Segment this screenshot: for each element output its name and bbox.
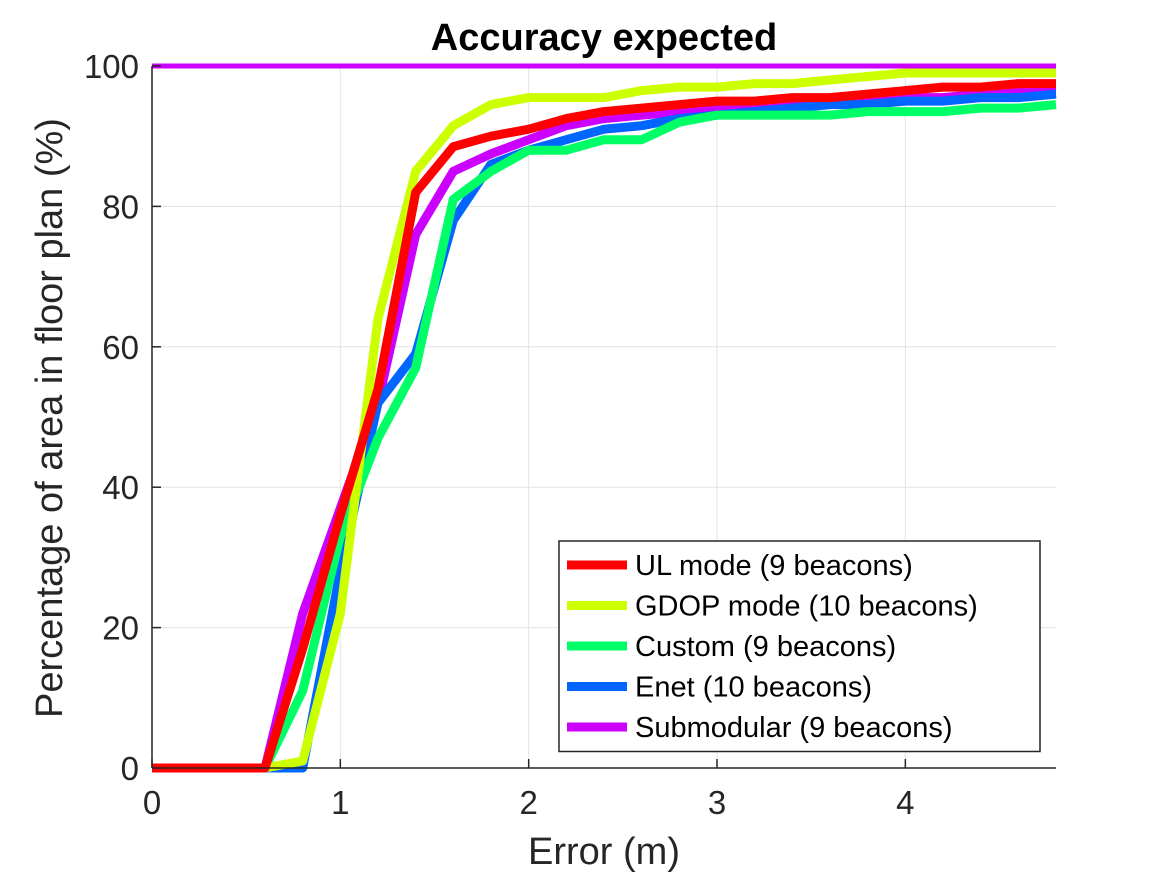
- legend-label: Custom (9 beacons): [635, 631, 896, 663]
- legend-label: UL mode (9 beacons): [635, 550, 913, 582]
- y-tick-label: 40: [102, 469, 139, 506]
- y-tick-label: 80: [102, 188, 139, 225]
- legend-label: GDOP mode (10 beacons): [635, 591, 978, 623]
- x-tick-label: 1: [331, 784, 349, 821]
- chart-title: Accuracy expected: [431, 17, 777, 59]
- x-axis-label: Error (m): [528, 831, 680, 873]
- series-lines: [152, 63, 1057, 773]
- x-tick-label: 2: [519, 784, 537, 821]
- y-tick-label: 20: [102, 610, 139, 647]
- legend-label: Enet (10 beacons): [635, 672, 872, 704]
- x-tick-label: 3: [708, 784, 726, 821]
- y-axis-label: Percentage of area in floor plan (%): [29, 118, 71, 718]
- series-line: [152, 100, 1057, 773]
- y-tick-label: 100: [84, 48, 139, 85]
- legend: UL mode (9 beacons) GDOP mode (10 beacons…: [558, 540, 1041, 753]
- y-tick-label: 60: [102, 329, 139, 366]
- x-tick-label: 0: [143, 784, 161, 821]
- y-tick-label: 0: [121, 750, 139, 787]
- series-line: [152, 79, 1056, 773]
- axes: [151, 65, 1056, 769]
- x-tick-label: 4: [896, 784, 914, 821]
- legend-label: Submodular (9 beacons): [635, 712, 953, 744]
- legend-box: [558, 540, 1041, 753]
